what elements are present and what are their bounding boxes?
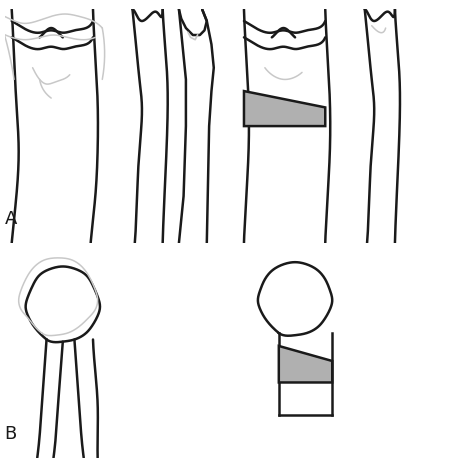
Polygon shape bbox=[279, 346, 332, 382]
Text: B: B bbox=[5, 425, 17, 443]
Polygon shape bbox=[244, 91, 325, 126]
Text: A: A bbox=[5, 210, 17, 228]
